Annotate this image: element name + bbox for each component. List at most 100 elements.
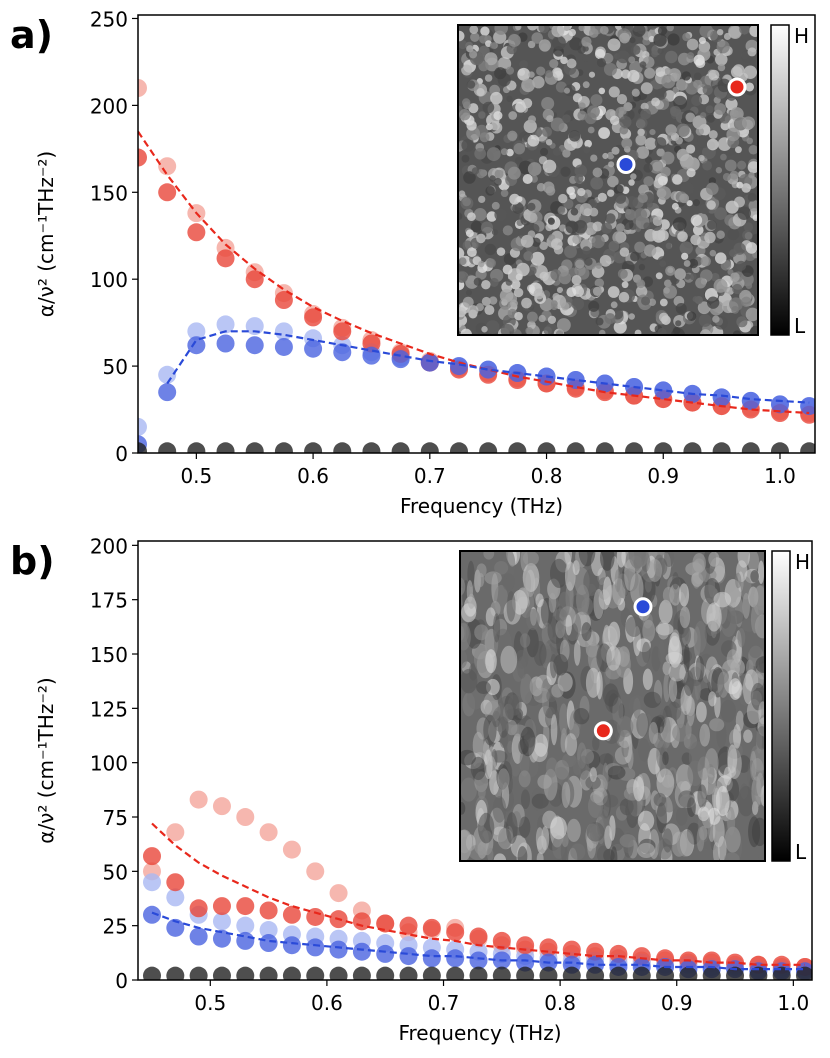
- texture: [551, 25, 565, 38]
- texture: [535, 827, 544, 850]
- texture: [736, 181, 744, 189]
- texture: [672, 174, 683, 185]
- texture: [572, 234, 582, 245]
- data-point: [391, 442, 410, 453]
- texture: [497, 768, 510, 791]
- texture: [679, 241, 693, 255]
- texture: [489, 42, 497, 49]
- colorbar-label: H: [795, 550, 810, 574]
- y-tick-label: 50: [103, 860, 128, 884]
- texture: [606, 645, 621, 671]
- texture: [702, 160, 713, 171]
- texture: [477, 784, 486, 800]
- data-point: [566, 371, 585, 389]
- texture: [478, 812, 495, 844]
- texture: [741, 116, 756, 130]
- x-tick-label: 0.6: [311, 991, 343, 1015]
- data-point: [516, 966, 535, 980]
- texture: [460, 829, 472, 861]
- texture: [480, 26, 490, 36]
- texture: [750, 107, 758, 120]
- texture: [540, 147, 549, 156]
- texture: [714, 103, 727, 115]
- texture: [648, 298, 657, 307]
- texture: [602, 683, 619, 707]
- texture: [717, 836, 727, 861]
- texture: [466, 80, 476, 89]
- texture: [469, 50, 478, 59]
- texture: [747, 192, 757, 202]
- texture: [538, 39, 551, 52]
- texture: [657, 175, 668, 186]
- texture: [486, 211, 498, 222]
- texture: [712, 315, 720, 323]
- data-point: [138, 417, 147, 436]
- texture: [722, 172, 731, 181]
- texture: [588, 28, 599, 38]
- texture: [606, 189, 615, 197]
- data-point: [479, 442, 498, 453]
- inset-marker: [633, 597, 653, 617]
- texture: [705, 105, 714, 114]
- texture: [684, 273, 691, 280]
- texture: [564, 733, 578, 757]
- texture: [642, 668, 653, 691]
- texture: [461, 139, 475, 152]
- texture: [614, 569, 621, 593]
- texture: [470, 220, 483, 233]
- texture: [545, 139, 553, 146]
- texture: [467, 212, 476, 221]
- data-point: [245, 270, 264, 289]
- texture: [595, 317, 604, 326]
- texture: [466, 247, 477, 258]
- texture: [550, 269, 562, 281]
- texture: [745, 307, 758, 322]
- texture: [465, 289, 472, 296]
- y-tick-label: 0: [115, 442, 128, 466]
- texture: [731, 305, 740, 314]
- texture: [644, 137, 657, 150]
- inset-image: [460, 551, 765, 861]
- data-point: [352, 912, 371, 931]
- data-point: [166, 918, 185, 937]
- data-point: [142, 905, 161, 924]
- texture: [657, 256, 669, 268]
- y-tick-label: 0: [115, 969, 128, 993]
- axes-frame: [137, 14, 816, 454]
- data-point: [212, 897, 231, 916]
- texture: [679, 606, 691, 629]
- texture: [602, 794, 619, 808]
- texture: [604, 825, 613, 850]
- texture: [686, 144, 696, 154]
- texture: [697, 784, 707, 809]
- texture: [713, 278, 728, 293]
- texture: [474, 147, 487, 160]
- x-tick-label: 0.9: [647, 464, 679, 488]
- texture: [559, 703, 569, 736]
- texture: [507, 166, 521, 180]
- texture: [513, 287, 524, 298]
- texture: [460, 801, 466, 815]
- texture: [658, 640, 666, 664]
- texture: [615, 223, 625, 233]
- texture: [483, 551, 495, 560]
- texture: [550, 714, 558, 746]
- texture: [493, 177, 502, 186]
- texture: [706, 296, 720, 309]
- texture: [745, 82, 755, 92]
- data-point: [304, 442, 323, 453]
- texture: [676, 123, 690, 137]
- texture: [598, 329, 606, 335]
- texture: [558, 193, 568, 204]
- texture: [463, 171, 476, 184]
- texture: [609, 115, 620, 126]
- texture: [643, 163, 653, 173]
- texture: [658, 312, 669, 323]
- texture: [552, 292, 560, 301]
- texture: [460, 777, 478, 802]
- texture: [632, 25, 646, 37]
- data-point: [138, 148, 147, 167]
- texture: [494, 25, 508, 35]
- texture: [734, 146, 742, 154]
- texture: [558, 271, 572, 285]
